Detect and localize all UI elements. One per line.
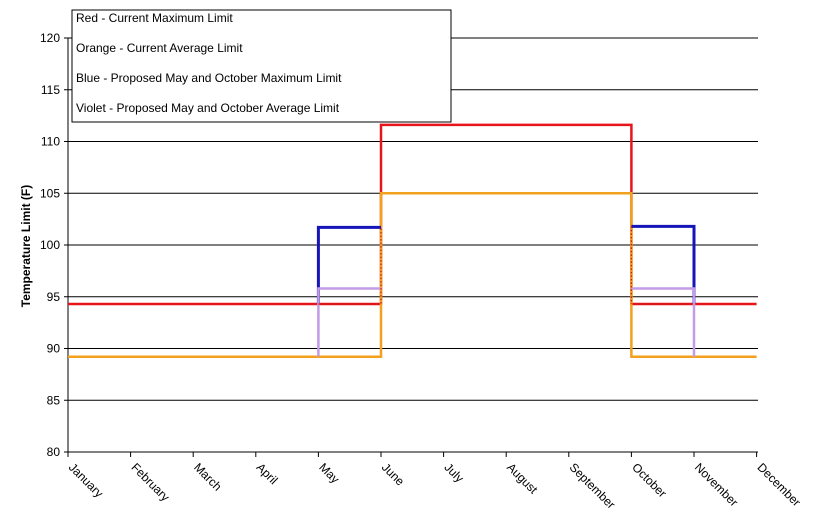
y-tick-label-80: 80 — [47, 445, 61, 459]
y-axis-label: Temperature Limit (F) — [19, 185, 33, 307]
series-current-max-oct-dotted — [630, 226, 694, 305]
x-tick-label-september: September — [567, 460, 618, 511]
y-tick-labels: 80 85 90 95 100 105 110 115 120 — [40, 31, 60, 459]
x-tick-label-december: December — [754, 460, 803, 509]
legend-entry-3: Blue - Proposed May and October Maximum … — [76, 71, 342, 85]
legend-box — [71, 9, 452, 123]
series-proposed-max-oct — [631, 224, 696, 304]
legend-entry-1: Red - Current Maximum Limit — [76, 11, 233, 25]
legend-entry-2: Orange - Current Average Limit — [76, 41, 243, 55]
legend: Red - Current Maximum Limit Orange - Curr… — [71, 9, 452, 123]
y-tick-label-120: 120 — [40, 31, 60, 45]
x-tick-label-august: August — [504, 460, 541, 497]
x-tick-label-march: March — [191, 460, 224, 493]
y-tick-label-95: 95 — [47, 290, 61, 304]
x-tick-label-january: January — [66, 460, 106, 500]
x-tick-labels: January February March April May June July Augu… — [66, 452, 804, 512]
x-tick-label-may: May — [316, 460, 342, 486]
series-proposed-avg — [317, 287, 381, 357]
x-tick-label-july: July — [441, 460, 466, 485]
x-tick-label-february: February — [128, 460, 172, 504]
series-current-max — [68, 123, 757, 306]
series-current-max-may-dotted — [318, 227, 382, 305]
y-tick-label-110: 110 — [41, 135, 60, 149]
axes — [67, 38, 758, 453]
series-current-avg — [68, 192, 757, 359]
y-tick-label-115: 115 — [41, 83, 60, 97]
y-tick-label-100: 100 — [40, 238, 60, 252]
y-tick-label-85: 85 — [47, 393, 61, 407]
x-tick-label-june: June — [379, 460, 408, 489]
x-tick-label-october: October — [629, 460, 669, 500]
x-tick-label-november: November — [692, 460, 741, 509]
y-tick-label-105: 105 — [40, 186, 60, 200]
legend-entry-4: Violet - Proposed May and October Averag… — [76, 101, 340, 115]
x-tick-label-april: April — [254, 460, 281, 487]
y-tick-label-90: 90 — [47, 342, 61, 356]
series-proposed-avg-oct — [631, 287, 696, 357]
series-proposed-max — [316, 225, 381, 304]
series-current-avg-oct-dotted — [630, 304, 694, 358]
series-lines — [68, 123, 757, 359]
